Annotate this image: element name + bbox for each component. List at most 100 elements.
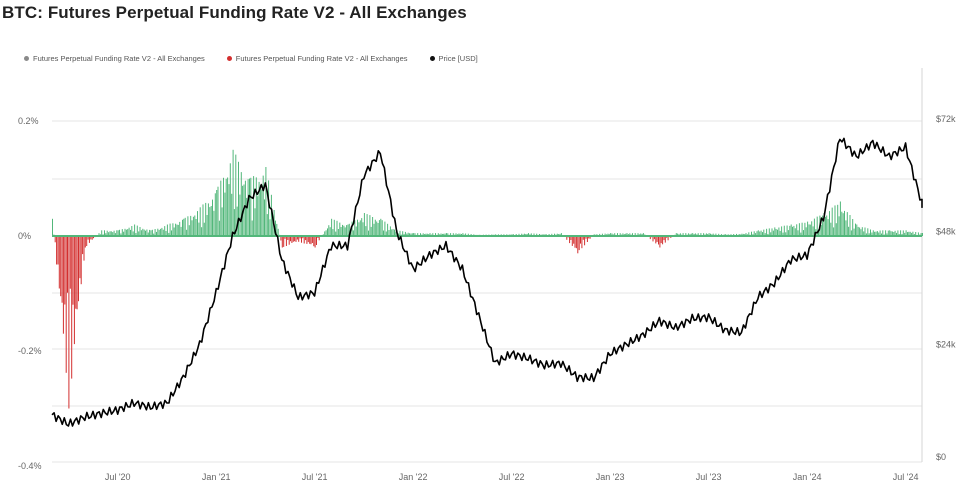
legend-item-funding-red[interactable]: Futures Perpetual Funding Rate V2 - All … xyxy=(226,54,408,63)
funding-bar-negative xyxy=(291,236,293,243)
funding-bar-positive xyxy=(127,229,129,236)
funding-bar-positive xyxy=(435,233,436,236)
funding-bar-negative xyxy=(664,236,666,243)
funding-bar-positive xyxy=(261,189,263,236)
funding-bar-negative xyxy=(588,236,590,239)
funding-bar-positive xyxy=(870,229,871,236)
funding-bar-positive xyxy=(361,218,363,236)
funding-bar-positive xyxy=(201,227,203,236)
funding-bar-positive xyxy=(872,230,874,237)
funding-bar-positive xyxy=(124,228,126,236)
funding-bar-positive xyxy=(177,224,179,236)
funding-bar-positive xyxy=(775,229,777,236)
funding-bar-negative xyxy=(305,236,307,241)
funding-bar-positive xyxy=(232,149,234,237)
funding-bar-positive xyxy=(123,231,125,236)
funding-bar-positive xyxy=(559,233,561,236)
funding-bar-positive xyxy=(837,204,839,236)
funding-bar-positive xyxy=(741,233,743,236)
funding-bar-positive xyxy=(844,210,845,236)
funding-bar-positive xyxy=(690,233,692,236)
funding-bar-positive xyxy=(272,217,274,236)
funding-bar-positive xyxy=(839,201,841,236)
funding-bar-negative xyxy=(656,236,658,242)
funding-bar-negative xyxy=(309,236,311,244)
funding-bar-positive xyxy=(210,206,212,236)
funding-bar-positive xyxy=(908,231,910,236)
funding-bar-negative xyxy=(61,236,63,303)
funding-bar-positive xyxy=(136,225,138,236)
funding-bar-positive xyxy=(325,230,327,236)
funding-bar-positive xyxy=(889,230,891,237)
funding-bar-positive xyxy=(827,219,829,236)
funding-bar-positive xyxy=(718,233,720,236)
funding-bar-positive xyxy=(145,230,146,236)
funding-bar-negative xyxy=(314,236,316,248)
funding-bar-positive xyxy=(233,209,235,236)
funding-bar-negative xyxy=(294,236,296,242)
funding-bar-positive xyxy=(852,219,854,236)
funding-bar-positive xyxy=(530,233,532,236)
funding-bar-positive xyxy=(336,220,338,236)
funding-bar-positive xyxy=(803,230,804,236)
funding-bar-positive xyxy=(153,233,155,236)
funding-bar-negative xyxy=(574,236,576,248)
funding-bar-negative xyxy=(298,236,300,242)
funding-bar-positive xyxy=(228,184,230,236)
funding-bar-positive xyxy=(359,220,361,236)
funding-bar-negative xyxy=(585,236,587,239)
funding-bar-positive xyxy=(275,220,276,236)
y-tick-right: $0 xyxy=(936,452,946,462)
funding-bar-positive xyxy=(384,221,386,236)
funding-bar-positive xyxy=(362,222,364,236)
funding-bar-positive xyxy=(826,215,828,236)
funding-bar-positive xyxy=(922,234,923,236)
funding-bar-positive xyxy=(807,221,809,236)
funding-bar-negative xyxy=(288,236,290,245)
funding-bar-positive xyxy=(748,232,750,236)
funding-bar-negative xyxy=(663,236,665,241)
legend-dot-gray xyxy=(24,56,29,61)
funding-bar-positive xyxy=(352,230,354,236)
funding-bar-positive xyxy=(834,205,836,236)
funding-bar-positive xyxy=(380,218,382,237)
funding-bar-negative xyxy=(318,236,320,241)
legend-item-price[interactable]: Price [USD] xyxy=(429,54,478,63)
legend-item-funding-gray[interactable]: Futures Perpetual Funding Rate V2 - All … xyxy=(24,54,205,63)
funding-bar-positive xyxy=(407,232,409,236)
funding-bar-positive xyxy=(911,232,913,236)
funding-bar-positive xyxy=(429,233,431,236)
funding-bar-positive xyxy=(188,225,190,236)
funding-bar-positive xyxy=(642,233,644,236)
funding-bar-positive xyxy=(607,233,609,236)
funding-bar-negative xyxy=(68,236,70,409)
funding-bar-positive xyxy=(164,226,166,236)
funding-bar-positive xyxy=(446,233,447,236)
funding-bar-positive xyxy=(887,230,889,236)
funding-bar-positive xyxy=(250,177,252,236)
funding-bar-positive xyxy=(342,224,343,236)
funding-bar-positive xyxy=(198,222,200,236)
funding-bar-positive xyxy=(376,221,378,236)
funding-bar-negative xyxy=(662,236,664,245)
funding-bar-positive xyxy=(138,231,140,236)
funding-bar-positive xyxy=(849,215,851,236)
funding-bar-positive xyxy=(392,229,394,236)
funding-bar-positive xyxy=(640,233,642,236)
funding-bar-positive xyxy=(357,219,358,236)
funding-bar-positive xyxy=(180,226,182,236)
funding-bar-positive xyxy=(207,203,209,236)
funding-bar-positive xyxy=(783,225,785,236)
legend-label: Futures Perpetual Funding Rate V2 - All … xyxy=(33,54,205,63)
funding-bar-positive xyxy=(708,233,710,236)
funding-bar-positive xyxy=(247,179,249,236)
x-tick-label: Jan '22 xyxy=(399,472,428,482)
funding-bar-positive xyxy=(143,229,145,236)
funding-bars xyxy=(52,149,923,409)
funding-bar-positive xyxy=(679,233,681,236)
funding-bar-positive xyxy=(235,154,237,236)
y-tick-left: 0.2% xyxy=(18,116,39,126)
funding-bar-positive xyxy=(194,215,196,236)
funding-bar-positive xyxy=(255,177,257,236)
